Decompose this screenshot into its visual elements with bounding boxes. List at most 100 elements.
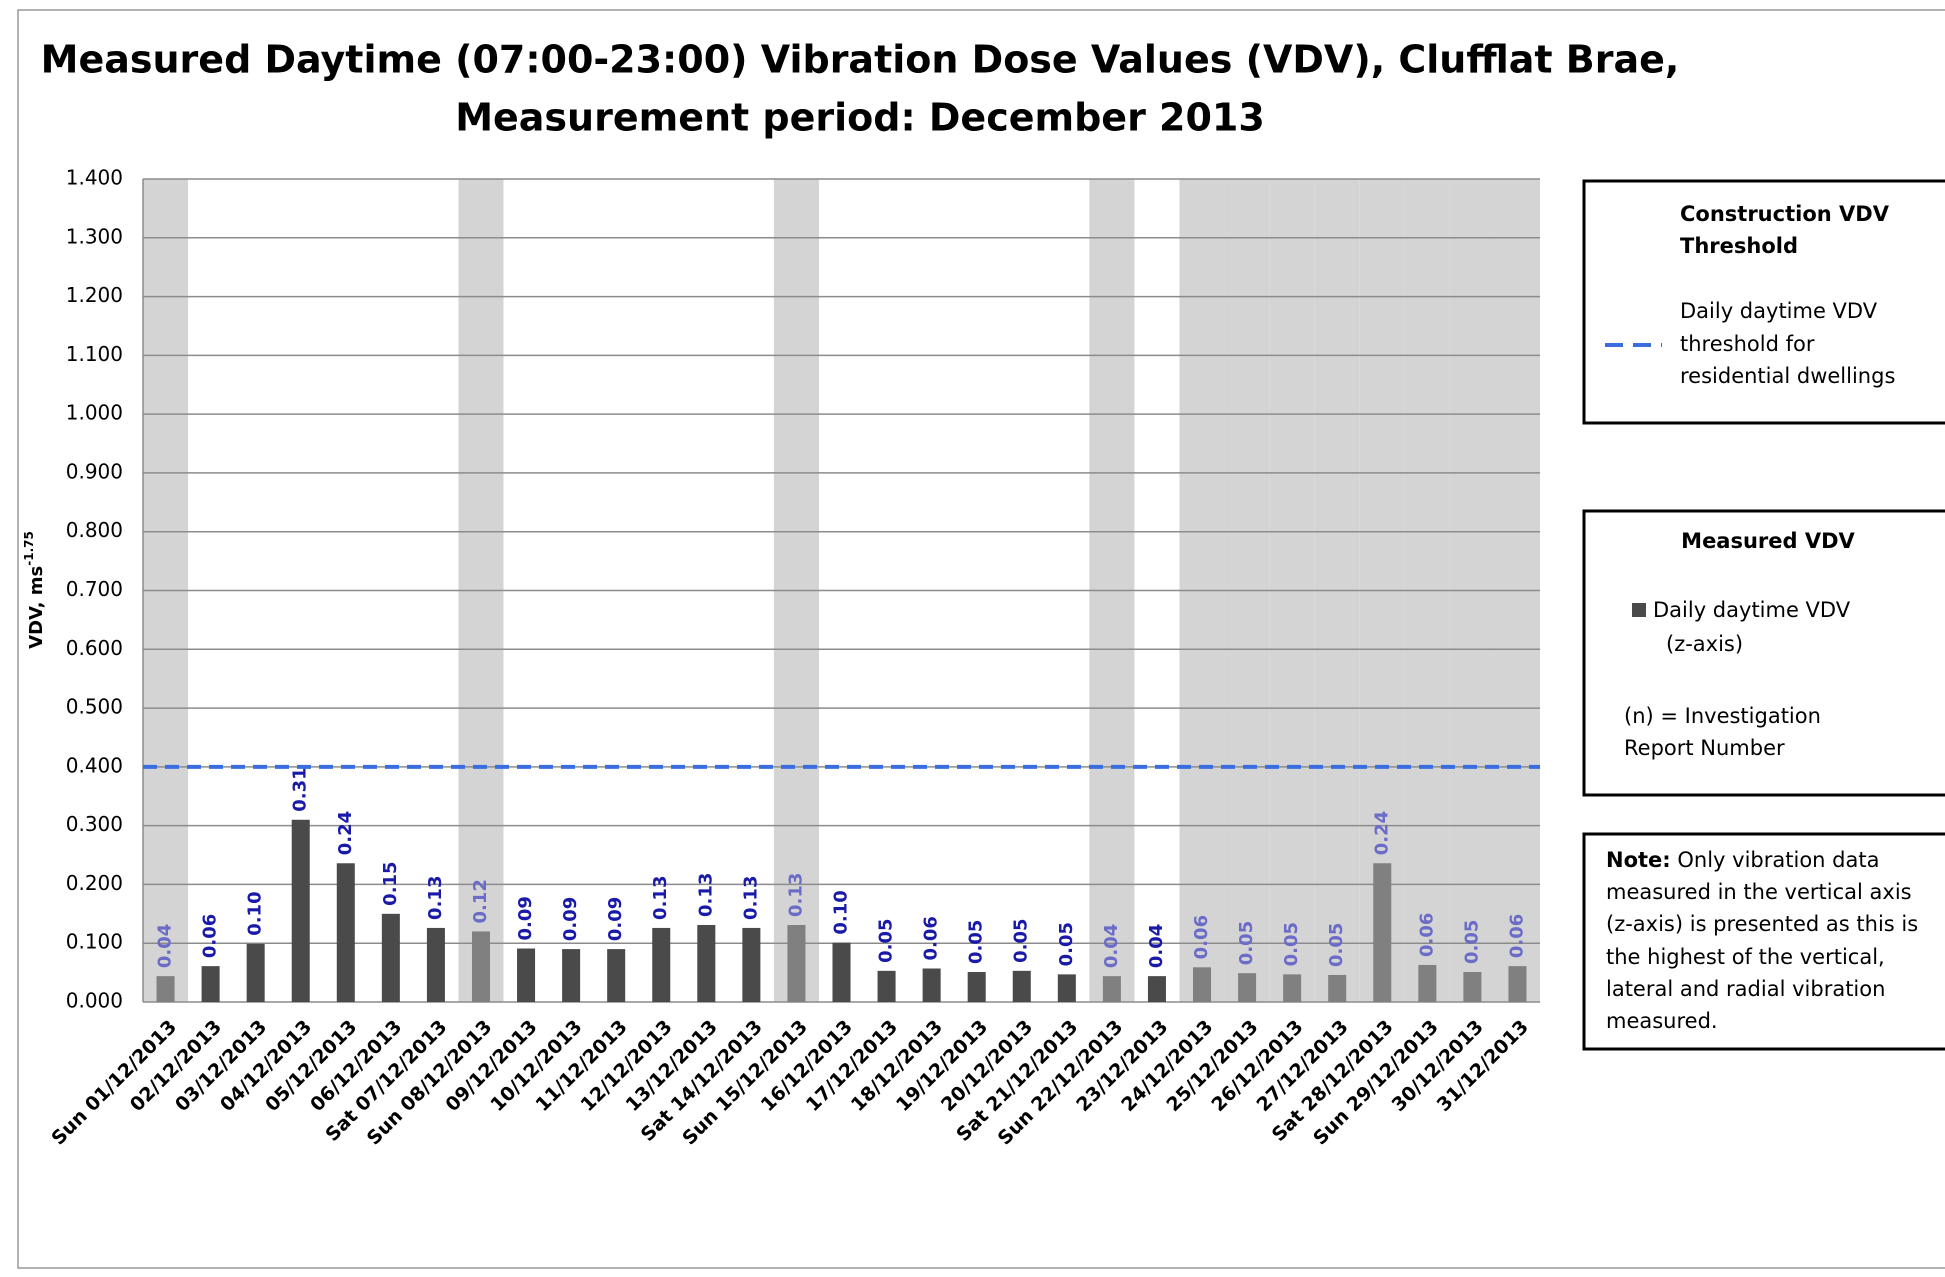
bar (246, 943, 265, 1002)
bar (697, 924, 716, 1002)
note-line: Note: Only vibration data (1606, 848, 1879, 872)
y-tick-label: 0.200 (66, 871, 123, 895)
y-tick-label: 0.900 (66, 459, 123, 483)
bar (1147, 976, 1166, 1002)
bar (967, 972, 986, 1002)
legend-text: Daily daytime VDV (1680, 299, 1878, 323)
chart-title: Measurement period: December 2013 (455, 96, 1265, 140)
y-axis-label-sup: -1.75 (22, 531, 36, 566)
note-text: Only vibration data (1677, 848, 1879, 872)
data-label: 0.05 (1281, 922, 1302, 966)
data-label: 0.09 (515, 896, 536, 940)
y-tick-label: 0.000 (66, 989, 123, 1013)
data-label: 0.09 (560, 897, 581, 941)
bar (517, 948, 536, 1002)
bar (381, 913, 400, 1002)
note-line: the highest of the vertical, (1606, 945, 1885, 969)
bar (1508, 966, 1527, 1002)
legend-title: Measured VDV (1681, 529, 1855, 553)
data-label: 0.05 (1011, 918, 1032, 962)
note-line: measured in the vertical axis (1606, 880, 1912, 904)
data-label: 0.05 (1236, 921, 1257, 965)
y-tick-label: 0.800 (66, 518, 123, 542)
bar (787, 924, 806, 1002)
data-label: 0.06 (921, 916, 942, 960)
note-box (1582, 832, 1945, 1051)
data-label: 0.13 (695, 873, 716, 917)
y-tick-label: 0.500 (66, 695, 123, 719)
chart-title: Measured Daytime (07:00-23:00) Vibration… (41, 38, 1680, 82)
bar (1057, 974, 1076, 1002)
bar (471, 931, 490, 1002)
bar (1328, 974, 1347, 1002)
legend-title: Threshold (1680, 234, 1798, 258)
bar (652, 927, 671, 1002)
data-label: 0.05 (876, 918, 897, 962)
data-label: 0.15 (380, 861, 401, 905)
data-label: 0.06 (1191, 915, 1212, 959)
y-tick-label: 0.400 (66, 753, 123, 777)
note-label: Note: (1606, 848, 1671, 872)
bar (877, 970, 896, 1002)
legend-text: residential dwellings (1680, 364, 1895, 388)
data-label: 0.05 (1461, 920, 1482, 964)
y-tick-label: 1.400 (66, 166, 123, 190)
note-line: (z-axis) is presented as this is (1606, 912, 1918, 936)
bar (1012, 970, 1031, 1002)
bar (562, 949, 581, 1002)
legend-bar-swatch (1632, 603, 1646, 617)
bar (291, 819, 310, 1002)
data-label: 0.10 (831, 890, 852, 934)
legend-box (1582, 509, 1945, 797)
bar (1418, 964, 1437, 1002)
data-label: 0.09 (605, 897, 626, 941)
bar (1238, 973, 1257, 1002)
y-tick-label: 0.100 (66, 930, 123, 954)
data-label: 0.13 (425, 876, 446, 920)
bar (1283, 974, 1302, 1002)
legend-note: Report Number (1624, 736, 1785, 760)
y-tick-label: 0.700 (66, 577, 123, 601)
bar (426, 927, 445, 1002)
bar (336, 863, 355, 1002)
note-line: measured. (1606, 1009, 1718, 1033)
legend-text: Daily daytime VDV (1653, 598, 1851, 622)
bar (1463, 972, 1482, 1002)
data-label: 0.05 (1326, 923, 1347, 967)
y-tick-label: 1.300 (66, 224, 123, 248)
legend-text: (z-axis) (1666, 632, 1743, 656)
bar (922, 968, 941, 1002)
data-label: 0.04 (1101, 924, 1122, 968)
bar (832, 942, 851, 1002)
y-tick-label: 1.000 (66, 401, 123, 425)
bar (1373, 863, 1392, 1002)
data-label: 0.06 (1416, 913, 1437, 957)
data-label: 0.13 (785, 873, 806, 917)
bar (156, 976, 175, 1002)
data-label: 0.12 (470, 879, 491, 923)
legend-box (1582, 179, 1945, 425)
data-label: 0.13 (650, 876, 671, 920)
y-axis-label-text: VDV, ms (26, 566, 47, 649)
data-label: 0.04 (155, 924, 176, 968)
y-tick-label: 0.300 (66, 812, 123, 836)
bar (1102, 976, 1121, 1002)
y-tick-label: 1.200 (66, 283, 123, 307)
data-label: 0.05 (1056, 922, 1077, 966)
y-axis-label: VDV, ms-1.75 (22, 531, 48, 649)
bar (742, 927, 761, 1002)
y-tick-label: 0.600 (66, 636, 123, 660)
bar (607, 949, 626, 1002)
legend-title: Construction VDV (1680, 202, 1890, 226)
data-label: 0.04 (1146, 924, 1167, 968)
data-label: 0.05 (966, 920, 987, 964)
bar (1193, 967, 1212, 1002)
data-label: 0.24 (335, 811, 356, 855)
legend-text: threshold for (1680, 332, 1815, 356)
note-line: lateral and radial vibration (1606, 977, 1885, 1001)
y-tick-label: 1.100 (66, 342, 123, 366)
data-label: 0.31 (290, 767, 311, 811)
data-label: 0.06 (200, 914, 221, 958)
data-label: 0.10 (245, 891, 266, 935)
